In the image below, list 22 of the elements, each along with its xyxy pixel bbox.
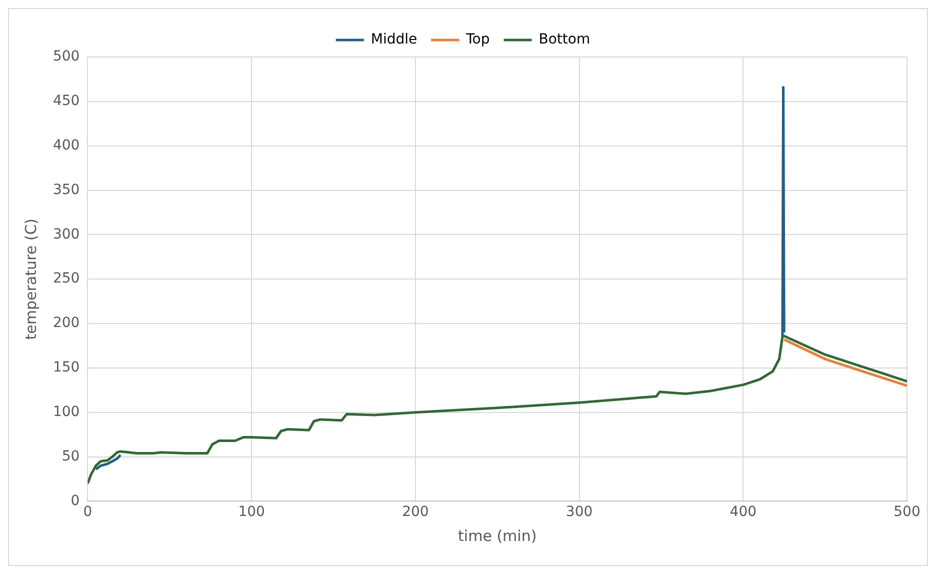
y-tick-label: 200	[52, 315, 80, 332]
y-tick-label: 50	[62, 448, 80, 464]
y-axis-title: temperature (C)	[22, 218, 40, 340]
y-tick-label: 250	[52, 270, 80, 287]
y-tick-label: 450	[52, 93, 80, 110]
y-tick-label: 100	[52, 404, 80, 420]
x-tick-label: 100	[238, 504, 265, 520]
legend-label: Middle	[370, 32, 418, 48]
x-tick-label: 500	[894, 504, 920, 520]
y-tick-label: 150	[52, 360, 80, 376]
legend-label: Bottom	[538, 32, 590, 48]
y-tick-label: 350	[52, 182, 80, 198]
x-tick-label: 400	[730, 504, 757, 520]
x-tick-label: 300	[566, 504, 593, 520]
y-tick-label: 300	[52, 226, 80, 242]
y-tick-label: 0	[70, 492, 80, 509]
y-tick-label: 400	[52, 137, 80, 154]
y-tick-label: 500	[52, 48, 80, 65]
x-tick-label: 200	[402, 504, 429, 520]
x-tick-label: 0	[83, 504, 92, 520]
legend-label: Top	[465, 32, 490, 48]
x-axis-title: time (min)	[458, 526, 537, 545]
